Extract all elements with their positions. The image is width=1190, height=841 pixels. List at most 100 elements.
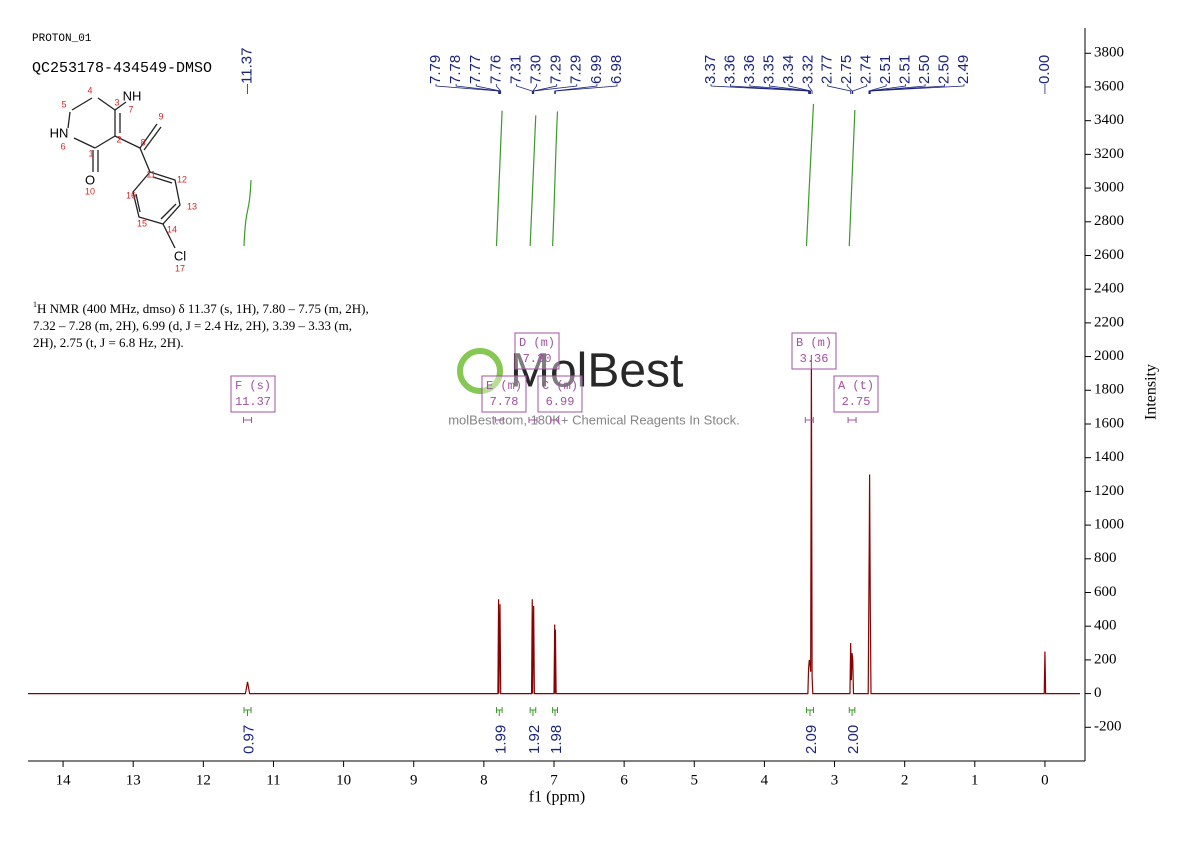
multiplet-name: E (m) [486, 379, 522, 393]
integral-bracket [529, 707, 537, 716]
x-tick-label: 14 [56, 772, 72, 788]
multiplet-range [550, 417, 560, 423]
x-tick-label: 7 [550, 772, 558, 788]
multiplet-shift: 11.37 [235, 395, 271, 409]
multiplet-range [528, 417, 538, 423]
peak-connector [495, 84, 502, 94]
atom-number: 1 [88, 148, 93, 158]
multiplet-range [847, 417, 857, 423]
peak-label: 2.77 [819, 55, 836, 84]
peak-label: 11.37 [238, 48, 255, 84]
peak-label: 2.50 [916, 55, 933, 84]
y-tick-label: 3400 [1094, 112, 1124, 128]
multiplet-box [230, 375, 276, 413]
peak-label: 2.49 [955, 55, 972, 84]
atom-number: 11 [146, 169, 155, 179]
multiplet-shift: 2.75 [842, 395, 871, 409]
integral-label: 2.09 [803, 725, 820, 754]
peak-connector [749, 84, 810, 94]
x-tick-label: 3 [831, 772, 839, 788]
integral-bracket [495, 707, 503, 716]
x-tick-label: 13 [126, 772, 141, 788]
sample-name: PROTON_01 [32, 33, 92, 45]
y-tick-label: 1600 [1094, 415, 1124, 431]
peak-label: 2.51 [877, 55, 894, 84]
x-tick-label: 12 [196, 772, 211, 788]
integral-bracket [805, 707, 814, 716]
description-line: H NMR (400 MHz, dmso) δ 11.37 (s, 1H), 7… [37, 301, 369, 316]
y-tick-label: 800 [1094, 550, 1117, 566]
peak-connector [768, 84, 811, 94]
y-axis-title: Intensity [1143, 364, 1160, 420]
x-tick-label: 1 [971, 772, 979, 788]
x-tick-label: 11 [266, 772, 280, 788]
atom-number: 9 [158, 111, 163, 121]
integral-bracket [552, 707, 559, 716]
integral-label: 1.98 [548, 725, 565, 754]
y-tick-label: 2400 [1094, 281, 1124, 297]
atom-number: 3 [114, 97, 119, 107]
atom-number: 7 [128, 104, 133, 114]
multiplet-box [537, 375, 583, 413]
peak-label: 7.29 [548, 55, 565, 84]
x-tick-label: 6 [620, 772, 628, 788]
multiplet-box [833, 375, 879, 413]
peak-label: 2.74 [858, 55, 875, 84]
peak-label: 3.37 [702, 55, 719, 84]
peak-label: 6.99 [588, 55, 605, 84]
peak-connector [532, 84, 537, 94]
nmr-description: 2H), 2.75 (t, J = 6.8 Hz, 2H). [33, 335, 184, 350]
atom-number: 2 [116, 134, 121, 144]
peak-label: 3.36 [721, 55, 738, 84]
peak-connector [455, 84, 500, 94]
y-tick-label: 2600 [1094, 247, 1124, 263]
peak-label: 7.29 [568, 55, 585, 84]
atom-label: O [85, 172, 95, 187]
atom-number: 6 [60, 141, 65, 151]
y-tick-label: 3600 [1094, 78, 1124, 94]
peak-label: 6.98 [608, 55, 625, 84]
atom-number: 8 [140, 137, 145, 147]
x-tick-label: 8 [480, 772, 488, 788]
description-superscript: 1 [33, 300, 37, 309]
atom-label: Cl [174, 248, 186, 263]
multiplet-name: B (m) [796, 336, 832, 350]
atom-number: 17 [175, 263, 185, 273]
atom-number: 14 [167, 224, 177, 234]
peak-connector [788, 84, 812, 94]
peak-connector [710, 84, 809, 94]
x-axis-title: f1 (ppm) [529, 789, 585, 806]
peak-connector [554, 84, 598, 94]
integral-bracket [243, 707, 252, 716]
peak-label: 0.00 [1036, 55, 1053, 84]
integral-curve [495, 110, 503, 247]
peak-connector [533, 84, 578, 94]
nmr-description: 7.32 – 7.28 (m, 2H), 6.99 (d, J = 2.4 Hz… [33, 318, 352, 333]
peak-connector [475, 84, 501, 94]
x-tick-label: 9 [410, 772, 418, 788]
y-tick-label: -200 [1094, 719, 1122, 735]
spectrum-line [28, 354, 1080, 695]
peak-connector [827, 84, 852, 94]
watermark-logo-icon [457, 348, 503, 394]
multiplet-name: D (m) [519, 336, 555, 350]
y-tick-label: 2000 [1094, 348, 1124, 364]
peak-label: 3.34 [780, 55, 797, 84]
y-tick-label: 0 [1094, 685, 1102, 701]
peak-connector [555, 84, 618, 94]
peak-connector [435, 84, 499, 94]
y-tick-label: 1400 [1094, 449, 1124, 465]
integral-curve [243, 180, 252, 247]
watermark: MolBest molBest.com, 180K+ Chemical Reag… [448, 345, 740, 428]
watermark-logo: MolBest [510, 345, 683, 398]
y-tick-label: 1000 [1094, 517, 1124, 533]
peak-label: 2.50 [936, 55, 953, 84]
atom-number: 10 [85, 186, 95, 196]
peak-connector [846, 84, 853, 94]
atom-number: 12 [177, 174, 187, 184]
y-tick-label: 600 [1094, 584, 1117, 600]
peak-label: 7.76 [487, 55, 504, 84]
peak-label: 3.35 [760, 55, 777, 84]
